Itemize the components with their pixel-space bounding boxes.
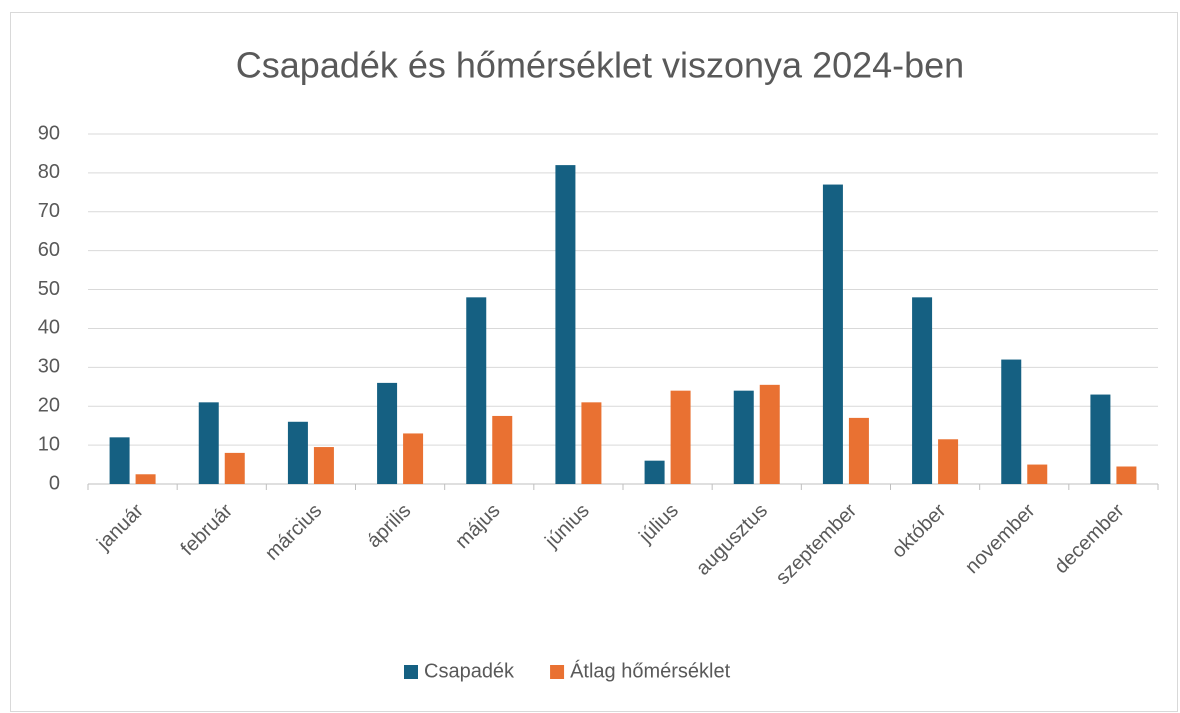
y-tick-label: 70 [38,200,60,222]
bar [912,297,933,484]
y-tick-label: 60 [38,239,60,261]
y-tick-label: 80 [38,161,60,183]
bar [492,415,513,484]
y-tick-label: 10 [38,433,60,455]
y-tick-label: 20 [38,395,60,417]
bar [644,460,665,484]
bar [555,165,576,484]
chart-frame [10,12,1178,712]
legend-label: Csapadék [424,660,515,682]
legend-label: Átlag hőmérséklet [570,659,731,682]
bar [848,417,869,484]
bar [198,402,219,484]
y-tick-label: 50 [38,278,60,300]
bar [287,421,308,484]
bar [109,437,130,484]
bar [1116,466,1137,484]
legend-swatch [404,665,418,679]
bar [313,447,334,484]
bar [224,452,245,484]
bar [733,390,754,484]
bar [938,439,959,484]
bar [581,402,602,484]
legend-swatch [550,665,565,679]
bar [670,390,691,484]
bar [1090,394,1111,484]
bar [403,433,424,484]
bar [466,297,487,484]
bar [1027,464,1048,484]
y-tick-label: 0 [49,472,60,494]
chart-title: Csapadék és hőmérséklet viszonya 2024-be… [236,45,964,86]
bar [377,382,398,484]
bar [135,474,156,484]
y-tick-label: 90 [38,122,60,144]
bar [822,184,843,485]
bar [1001,359,1022,484]
bar [759,384,780,484]
y-tick-label: 40 [38,317,60,339]
y-tick-label: 30 [38,356,60,378]
